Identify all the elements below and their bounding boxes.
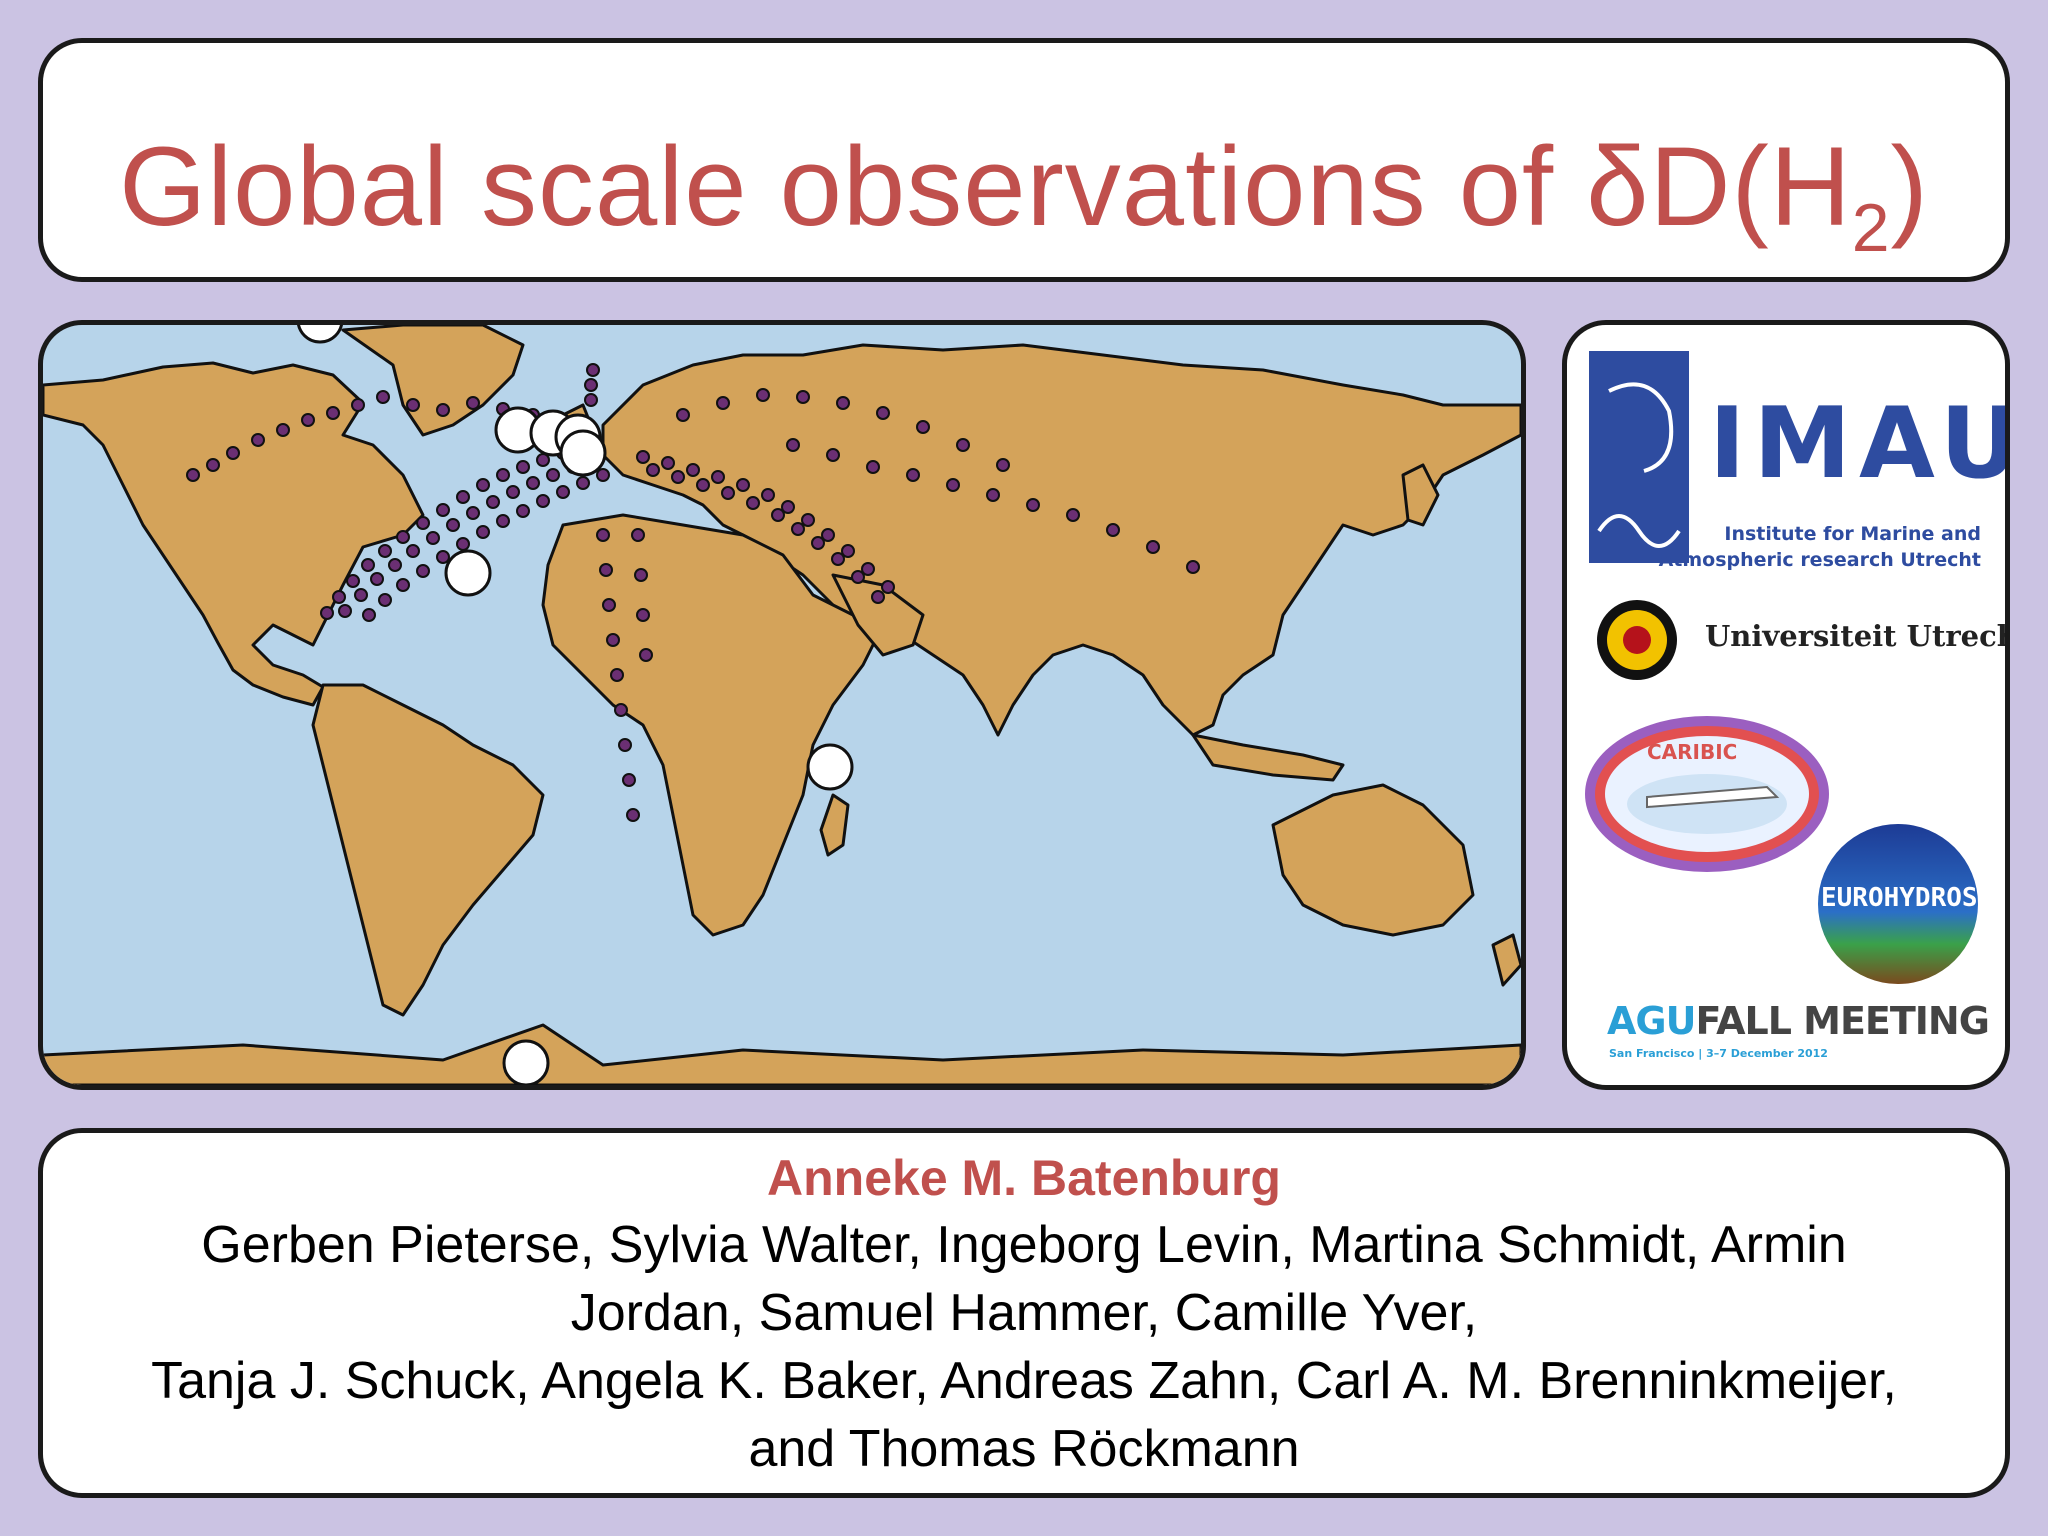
antarctica (43, 1023, 1521, 1085)
world-map (43, 325, 1521, 1085)
utrecht-university-logo: Universiteit Utrecht (1589, 595, 2005, 685)
new-zealand (1491, 933, 1521, 987)
australia (1271, 783, 1475, 937)
indonesia (1191, 733, 1345, 782)
south-america (311, 683, 545, 1017)
coauthors-line-1: Gerben Pieterse, Sylvia Walter, Ingeborg… (201, 1216, 1847, 1274)
coauthors-line-3: Tanja J. Schuck, Angela K. Baker, Andrea… (151, 1352, 1897, 1410)
station-cape-verde (444, 549, 492, 597)
lead-author: Anneke M. Batenburg (767, 1150, 1281, 1206)
authors-panel: Anneke M. Batenburg Gerben Pieterse, Syl… (38, 1128, 2010, 1498)
caribic-logo: CARIBIC (1585, 716, 1829, 872)
coauthors-line-4: and Thomas Röckmann (748, 1420, 1300, 1478)
agu-fall-meeting-logo: AGUFALL MEETING (1607, 999, 1990, 1043)
ground-stations (297, 325, 854, 1085)
eurasia (601, 343, 1521, 737)
utrecht-university-name: Universiteit Utrecht (1705, 619, 2010, 653)
caribic-name: CARIBIC (1647, 740, 1737, 764)
imau-subtitle-2: Atmospheric research Utrecht (1658, 549, 1981, 571)
eurohydros-logo (1818, 824, 1978, 984)
station-neumayer (502, 1039, 550, 1085)
aircraft-flight-tracks (186, 363, 1200, 822)
station-europe-2 (559, 429, 607, 477)
imau-subtitle-1: Institute for Marine and (1724, 523, 1981, 545)
station-alert (297, 325, 343, 344)
coauthors-line-2: Jordan, Samuel Hammer, Camille Yver, (570, 1284, 1478, 1342)
page-title: Global scale observations of δD(H2) (119, 124, 1929, 266)
greenland (341, 325, 525, 437)
imau-emblem-icon (1589, 351, 1689, 563)
japan (1401, 463, 1440, 527)
logos-panel: IMAU Institute for Marine and Atmospheri… (1562, 320, 2010, 1090)
north-america (43, 361, 425, 707)
station-amsterdam-island (806, 743, 854, 791)
title-panel: Global scale observations of δD(H2) (38, 38, 2010, 282)
sun-seal-icon (1597, 600, 1677, 680)
agu-meeting-details: San Francisco | 3–7 December 2012 (1609, 1047, 1828, 1060)
land-masses (43, 325, 1521, 1085)
imau-name: IMAU (1709, 387, 2010, 501)
africa (541, 513, 885, 937)
imau-logo: IMAU Institute for Marine and Atmospheri… (1589, 351, 2005, 571)
eurohydros-name: EUROHYDROS 2 (1821, 883, 2009, 913)
madagascar (819, 793, 850, 857)
world-map-panel (38, 320, 1526, 1090)
